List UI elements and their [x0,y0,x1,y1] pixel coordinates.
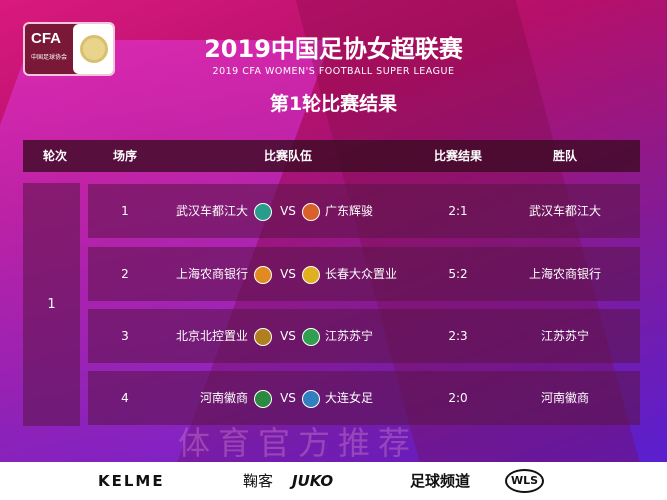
winner-team: 上海农商银行 [528,267,602,281]
home-team: 上海农商银行 [175,267,248,281]
home-badge-icon [251,184,275,238]
match-no: 2 [121,267,129,281]
away-badge-icon [299,309,323,363]
match-score: 2:1 [448,204,468,218]
match-row: 1 武汉车都江大 VS 广东辉骏 2:1 武汉车都江大 [88,184,640,238]
match-no: 3 [121,329,129,343]
cfa-logo-text: CFA [31,30,61,47]
vs-label: VS [280,329,296,343]
match-row: 2 上海农商银行 VS 长春大众置业 5:2 上海农商银行 [88,247,640,301]
sponsor-kelme: KELME [98,472,165,490]
vs-label: VS [280,267,296,281]
sponsor-juke: 鞠客 [243,472,274,490]
match-row: 3 北京北控置业 VS 江苏苏宁 2:3 江苏苏宁 [88,309,640,363]
home-team: 武汉车都江大 [175,204,248,218]
page-title: 2019中国足协女超联赛 [204,35,463,63]
cfa-logo-subtext: 中国足球协会 [31,54,68,61]
home-badge-icon [251,371,275,425]
league-emblem-icon [73,24,113,74]
watermark: 体育官方推荐 [178,424,419,462]
away-team: 大连女足 [325,391,374,405]
away-badge-icon [299,371,323,425]
home-badge-icon [251,309,275,363]
sponsor-football-channel: 足球频道 [410,472,471,490]
table-header: 轮次 场序 比赛队伍 比赛结果 胜队 [23,140,640,172]
sponsor-juko: JUKO [292,472,334,490]
match-score: 5:2 [448,267,468,281]
home-badge-icon [251,247,275,301]
round-title: 第1轮比赛结果 [269,93,398,115]
page-subtitle: 2019 CFA WOMEN'S FOOTBALL SUPER LEAGUE [212,66,455,77]
home-team: 河南徽商 [199,391,248,405]
winner-team: 河南徽商 [540,391,590,405]
sponsor-footer: KELME 鞠客 JUKO 足球频道 WLS [0,462,667,500]
home-team: 北京北控置业 [175,329,248,343]
header-match-no: 场序 [112,149,138,163]
match-no: 1 [121,204,129,218]
away-team: 长春大众置业 [325,267,398,281]
header-teams: 比赛队伍 [263,149,313,163]
vs-label: VS [280,204,296,218]
away-team: 江苏苏宁 [325,329,374,343]
match-no: 4 [121,391,129,405]
away-badge-icon [299,184,323,238]
header-score: 比赛结果 [433,149,483,163]
match-score: 2:3 [448,329,468,343]
winner-team: 江苏苏宁 [540,329,590,343]
cfa-logo: CFA 中国足球协会 [23,22,115,76]
sponsor-wls: WLS [505,469,545,493]
vs-label: VS [280,391,296,405]
header-round: 轮次 [42,149,68,163]
header-winner: 胜队 [552,149,578,163]
away-badge-icon [299,247,323,301]
away-team: 广东辉骏 [325,204,374,218]
winner-team: 武汉车都江大 [528,204,602,218]
match-score: 2:0 [448,391,468,405]
round-cell: 1 [23,183,80,426]
match-row: 4 河南徽商 VS 大连女足 2:0 河南徽商 [88,371,640,425]
